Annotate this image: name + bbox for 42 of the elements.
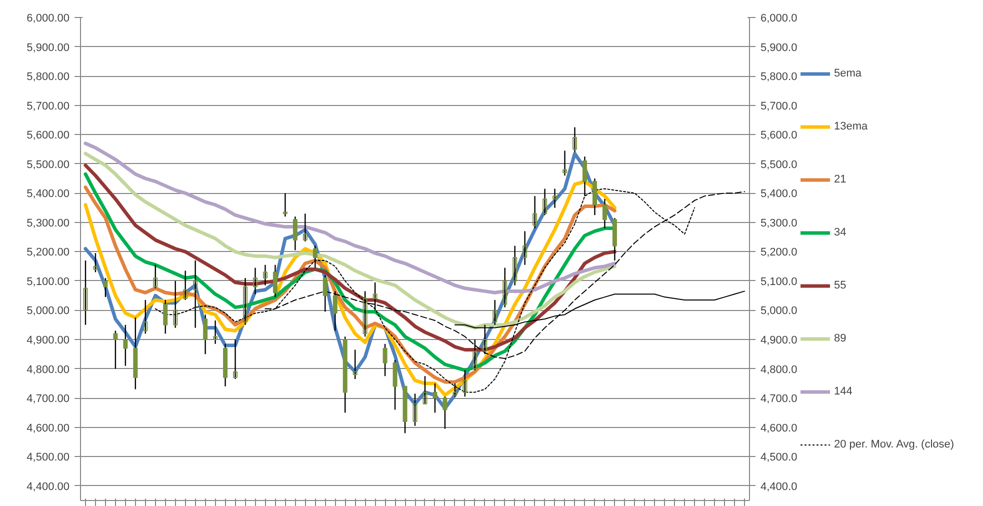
legend-label: 55 bbox=[834, 279, 848, 291]
y2-tick-label: 6,000.0 bbox=[760, 12, 798, 24]
y2-tick-label: 4,900.0 bbox=[760, 334, 798, 346]
y2-tick-label: 4,400.0 bbox=[760, 480, 798, 493]
y2-tick-label: 4,700.0 bbox=[760, 393, 798, 406]
y-tick-label: 4,700.00 bbox=[26, 393, 70, 406]
y-tick-label: 5,500.00 bbox=[26, 158, 70, 171]
y2-tick-label: 5,500.0 bbox=[760, 158, 798, 171]
y-tick-label: 4,400.00 bbox=[26, 480, 70, 493]
y-tick-label: 5,900.00 bbox=[26, 42, 70, 54]
y-tick-label: 5,800.00 bbox=[26, 71, 70, 84]
y2-tick-label: 5,000.0 bbox=[760, 305, 798, 318]
y2-tick-label: 5,100.0 bbox=[760, 276, 798, 288]
y-tick-label: 5,000.00 bbox=[26, 305, 70, 318]
y-tick-label: 5,200.00 bbox=[26, 246, 70, 259]
y2-tick-label: 5,700.0 bbox=[760, 100, 798, 112]
legend-label: 20 per. Mov. Avg. (close) bbox=[834, 438, 954, 450]
legend-label: 13ema bbox=[834, 120, 868, 132]
legend-label: 144 bbox=[834, 385, 854, 397]
y-tick-label: 4,600.00 bbox=[26, 422, 70, 434]
legend-label: 89 bbox=[834, 332, 848, 344]
y-tick-label: 5,300.00 bbox=[26, 217, 70, 230]
y-tick-label: 4,500.00 bbox=[26, 452, 70, 464]
y-tick-label: 5,400.00 bbox=[26, 188, 70, 200]
y2-tick-label: 5,900.0 bbox=[760, 42, 798, 54]
y-tick-label: 6,000.00 bbox=[26, 12, 70, 24]
y-tick-label: 5,700.00 bbox=[26, 100, 70, 112]
y2-tick-label: 4,500.0 bbox=[760, 452, 798, 464]
y2-tick-label: 5,300.0 bbox=[760, 217, 798, 230]
y-tick-label: 4,800.00 bbox=[26, 364, 70, 376]
y2-tick-label: 4,600.0 bbox=[760, 422, 798, 434]
y-tick-label: 4,900.00 bbox=[26, 334, 70, 346]
y2-tick-label: 5,200.0 bbox=[760, 246, 798, 259]
y2-tick-label: 5,400.0 bbox=[760, 188, 798, 200]
legend-label: 34 bbox=[834, 226, 848, 238]
y2-tick-label: 5,600.0 bbox=[760, 130, 798, 142]
legend-label: 5ema bbox=[834, 67, 862, 79]
y2-tick-label: 4,800.0 bbox=[760, 364, 798, 376]
legend-label: 21 bbox=[834, 173, 848, 185]
y2-tick-label: 5,800.0 bbox=[760, 71, 798, 84]
y-tick-label: 5,600.00 bbox=[26, 130, 70, 142]
y-tick-label: 5,100.00 bbox=[26, 276, 70, 288]
